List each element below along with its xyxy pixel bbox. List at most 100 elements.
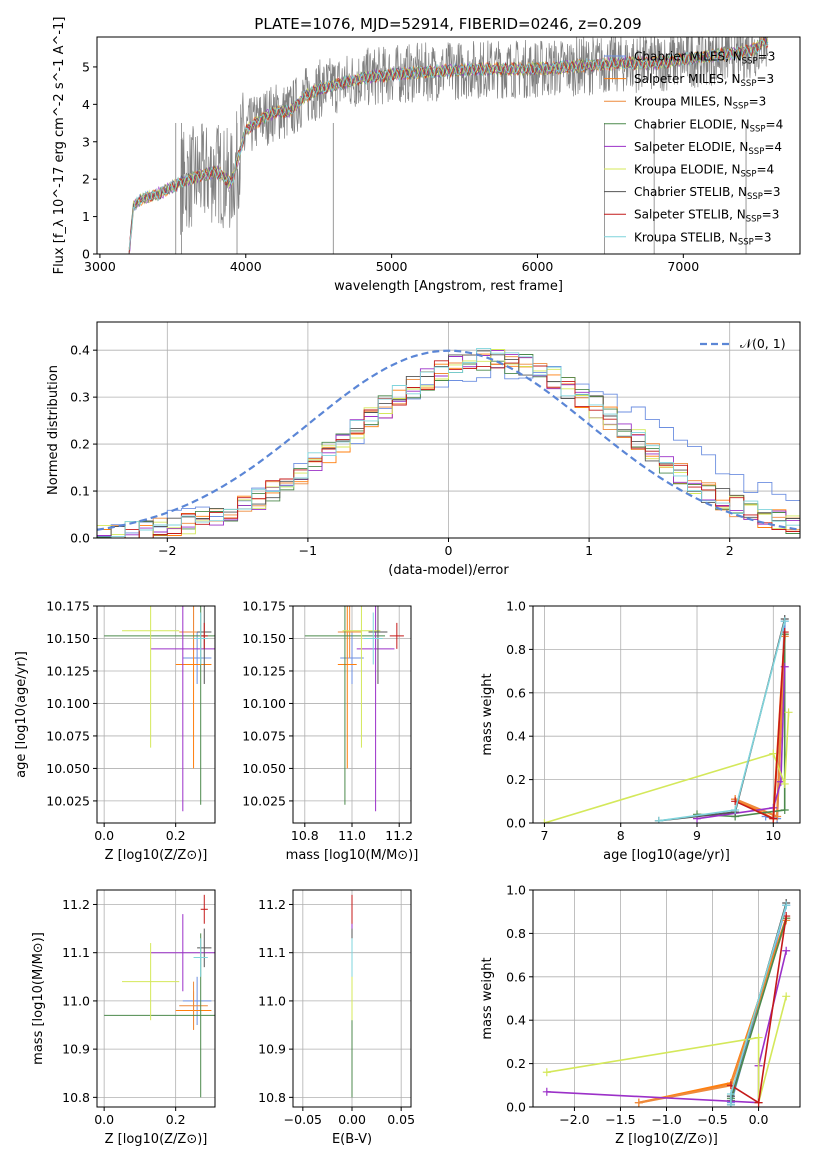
y-tick-label: 1.0 (506, 883, 526, 898)
plot-area (304, 606, 404, 812)
x-tick-label: −2 (158, 543, 176, 558)
x-axis-label: age [log10(age/yr)] (603, 848, 730, 863)
x-tick-label: 10 (765, 828, 781, 843)
x-tick-label: 0.05 (387, 1112, 415, 1127)
plot-area (104, 606, 215, 812)
y-tick-label: 10.025 (242, 793, 286, 808)
y-tick-label: 10.050 (46, 761, 90, 776)
y-tick-label: 5 (82, 59, 90, 74)
x-tick-label: 11.2 (385, 828, 413, 843)
x-tick-label: 0.0 (749, 1112, 769, 1127)
x-tick-label: 10.8 (291, 828, 319, 843)
age-vs-mass-panel: 10.8 11.0 11.2 10.025 10.050 10.075 10.100 10.1… (242, 599, 419, 864)
age-weight-marker-chabrier-elodie (780, 805, 789, 814)
x-axis-label: E(B-V) (332, 1132, 372, 1147)
y-tick-label: 11.1 (62, 945, 90, 960)
age-weight-marker-kroupa-elodie (784, 708, 793, 717)
x-tick-label: 0 (445, 543, 453, 558)
y-tick-label: 0.3 (70, 390, 90, 405)
x-tick-label: 6000 (522, 259, 554, 274)
y-tick-label: 1.0 (506, 599, 526, 614)
x-axis-label: wavelength [Angstrom, rest frame] (334, 279, 563, 294)
age-weight-marker-salpeter-stelib (769, 814, 778, 823)
legend-label-kroupa-elodie: Kroupa ELODIE, NSSP=4 (634, 163, 774, 180)
y-axis-label: mass weight (480, 957, 495, 1039)
x-axis-label: Z [log10(Z/Z⊙)] (105, 848, 208, 863)
x-tick-label: −1 (299, 543, 317, 558)
y-tick-label: 0.8 (506, 926, 526, 941)
y-tick-label: 10.175 (46, 599, 90, 614)
z-weight-marker-salpeter-stelib (754, 1098, 763, 1107)
y-tick-label: 0.8 (506, 642, 526, 657)
age-weight-marker-kroupa-stelib (654, 816, 663, 823)
z-weight-line-kroupa-elodie (546, 996, 787, 1103)
y-axis-label: Normed distribution (46, 365, 61, 495)
y-tick-label: 0.1 (70, 484, 90, 499)
x-tick-label: 0.0 (94, 828, 114, 843)
age-weight-marker-kroupa-elodie (780, 779, 789, 788)
mass-weight-vs-metallicity-panel: −2.0 −1.5 −1.0 −0.5 0.0 0.0 0.2 0.4 0.6 0.8 1.0 Z [… (480, 883, 801, 1147)
plot-area (104, 894, 215, 1098)
y-tick-label: 10.075 (242, 728, 286, 743)
observed-spectrum-line (128, 37, 769, 254)
age-weight-marker-kroupa-elodie (769, 749, 778, 758)
y-tick-label: 10.9 (62, 1042, 90, 1057)
axes-frame (96, 889, 216, 1108)
y-tick-label: 10.175 (242, 599, 286, 614)
legend-label-normal: 𝒩(0, 1) (740, 336, 786, 351)
age-weight-line-salpeter-elodie (696, 666, 786, 820)
x-axis-label: Z [log10(Z/Z⊙)] (615, 1132, 718, 1147)
y-tick-label: 10.150 (242, 631, 286, 646)
age-weight-line-kroupa-stelib (658, 620, 786, 822)
y-tick-label: 10.100 (46, 696, 90, 711)
y-tick-label: 10.150 (46, 631, 90, 646)
axes-frame (96, 36, 801, 255)
legend-label-chabrier-elodie: Chabrier ELODIE, NSSP=4 (634, 117, 783, 134)
y-axis-label: mass weight (480, 673, 495, 755)
y-axis-label: age [log10(age/yr)] (14, 651, 29, 778)
age-weight-line-kroupa-elodie (544, 712, 790, 823)
x-tick-label: 7000 (667, 259, 699, 274)
y-tick-label: 0.6 (506, 969, 526, 984)
y-tick-label: 11.2 (62, 897, 90, 912)
y-tick-label: 0.0 (506, 816, 526, 831)
y-tick-label: 11.2 (258, 897, 286, 912)
spectrum-legend: Chabrier MILES, NSSP=3 Salpeter MILES, NS… (604, 50, 783, 247)
y-tick-label: 1 (82, 209, 90, 224)
x-axis-label: mass [log10(M/M⊙)] (286, 848, 419, 863)
age-weight-marker-kroupa-stelib (731, 805, 740, 814)
y-tick-label: 0.4 (70, 343, 90, 358)
x-tick-label: −1.5 (605, 1112, 635, 1127)
y-tick-label: 0.4 (506, 1013, 526, 1028)
y-tick-label: 0.4 (506, 729, 526, 744)
y-axis-label: Flux [f_λ 10^-17 erg cm^-2 s^-1 A^-1] (52, 17, 67, 275)
y-tick-label: 10.9 (258, 1042, 286, 1057)
x-tick-label: −0.5 (697, 1112, 727, 1127)
x-tick-label: 4000 (230, 259, 262, 274)
x-tick-label: 11.0 (338, 828, 366, 843)
x-tick-label: 0.2 (166, 828, 186, 843)
z-weight-marker-kroupa-stelib (782, 901, 791, 910)
model-spectrum-kroupa-stelib (128, 39, 769, 250)
x-tick-label: 0.00 (338, 1112, 366, 1127)
z-weight-marker-salpeter-elodie (782, 946, 791, 955)
x-axis-label: Z [log10(Z/Z⊙)] (105, 1132, 208, 1147)
legend-label-kroupa-stelib: Kroupa STELIB, NSSP=3 (634, 230, 772, 247)
histogram-chabrier-miles (97, 366, 800, 537)
y-tick-label: 10.050 (242, 761, 286, 776)
histogram-kroupa-stelib (97, 347, 800, 538)
spectrum-panel: 3000 4000 5000 6000 7000 0 1 2 3 4 5 wavelength [An… (52, 17, 801, 294)
legend-label-salpeter-stelib: Salpeter STELIB, NSSP=3 (634, 208, 779, 225)
x-tick-label: 2 (726, 543, 734, 558)
age-vs-metallicity-panel: 0.0 0.2 10.025 10.050 10.075 10.100 10.125 10.1… (14, 599, 216, 863)
x-tick-label: −1.0 (651, 1112, 681, 1127)
x-tick-label: 0.0 (94, 1112, 114, 1127)
y-tick-label: 0.2 (506, 772, 526, 787)
x-tick-label: 9 (693, 828, 701, 843)
x-tick-label: 5000 (376, 259, 408, 274)
y-tick-label: 11.0 (62, 993, 90, 1008)
y-tick-label: 10.8 (258, 1090, 286, 1105)
y-tick-label: 0.2 (70, 437, 90, 452)
y-tick-label: 10.125 (46, 663, 90, 678)
plot-area (542, 899, 791, 1107)
